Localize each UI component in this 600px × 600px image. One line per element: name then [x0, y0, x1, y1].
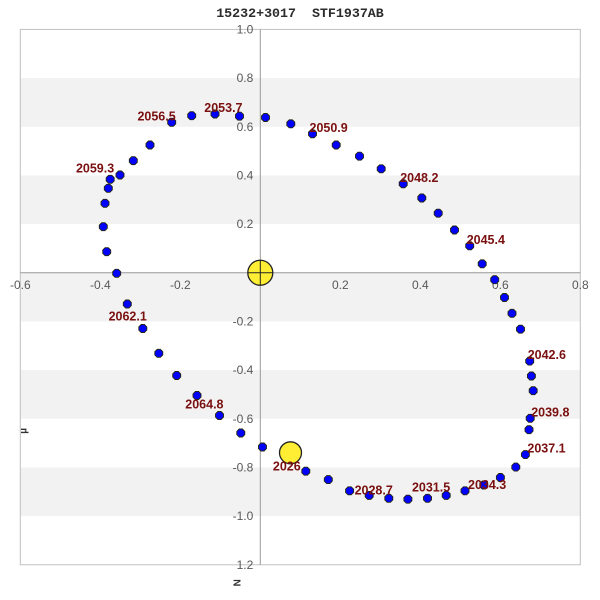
svg-text:µ: µ: [18, 428, 29, 434]
svg-text:2056.5: 2056.5: [137, 109, 175, 123]
svg-text:-0.6: -0.6: [10, 278, 31, 292]
svg-text:1.2: 1.2: [237, 558, 254, 572]
svg-text:2059.3: 2059.3: [76, 161, 114, 175]
svg-text:2053.7: 2053.7: [204, 101, 242, 115]
svg-text:-0.8: -0.8: [233, 460, 254, 474]
svg-text:2037.1: 2037.1: [527, 442, 565, 456]
svg-text:2039.8: 2039.8: [531, 405, 569, 419]
svg-text:2045.4: 2045.4: [467, 233, 505, 247]
svg-text:-1.0: -1.0: [233, 509, 254, 523]
svg-text:N: N: [232, 579, 243, 586]
svg-text:-0.4: -0.4: [233, 363, 254, 377]
svg-text:0.6: 0.6: [237, 120, 254, 134]
svg-text:-0.2: -0.2: [170, 278, 191, 292]
svg-text:2026: 2026: [273, 460, 301, 474]
svg-text:2031.5: 2031.5: [412, 480, 450, 494]
svg-text:2050.9: 2050.9: [310, 121, 348, 135]
svg-text:-0.6: -0.6: [233, 412, 254, 426]
svg-text:2062.1: 2062.1: [109, 310, 147, 324]
svg-text:0.8: 0.8: [237, 71, 254, 85]
svg-text:0.2: 0.2: [237, 217, 254, 231]
svg-text:0.8: 0.8: [572, 278, 589, 292]
svg-text:2048.2: 2048.2: [400, 171, 438, 185]
svg-text:-0.2: -0.2: [233, 314, 254, 328]
svg-text:2064.8: 2064.8: [185, 398, 223, 412]
svg-text:-0.4: -0.4: [90, 278, 111, 292]
svg-text:0.2: 0.2: [332, 278, 349, 292]
svg-text:2042.6: 2042.6: [528, 348, 566, 362]
svg-text:0.4: 0.4: [237, 168, 254, 182]
svg-text:2034.3: 2034.3: [468, 478, 506, 492]
svg-text:0.4: 0.4: [412, 278, 429, 292]
svg-text:2028.7: 2028.7: [355, 483, 393, 497]
svg-text:1.0: 1.0: [237, 22, 254, 36]
